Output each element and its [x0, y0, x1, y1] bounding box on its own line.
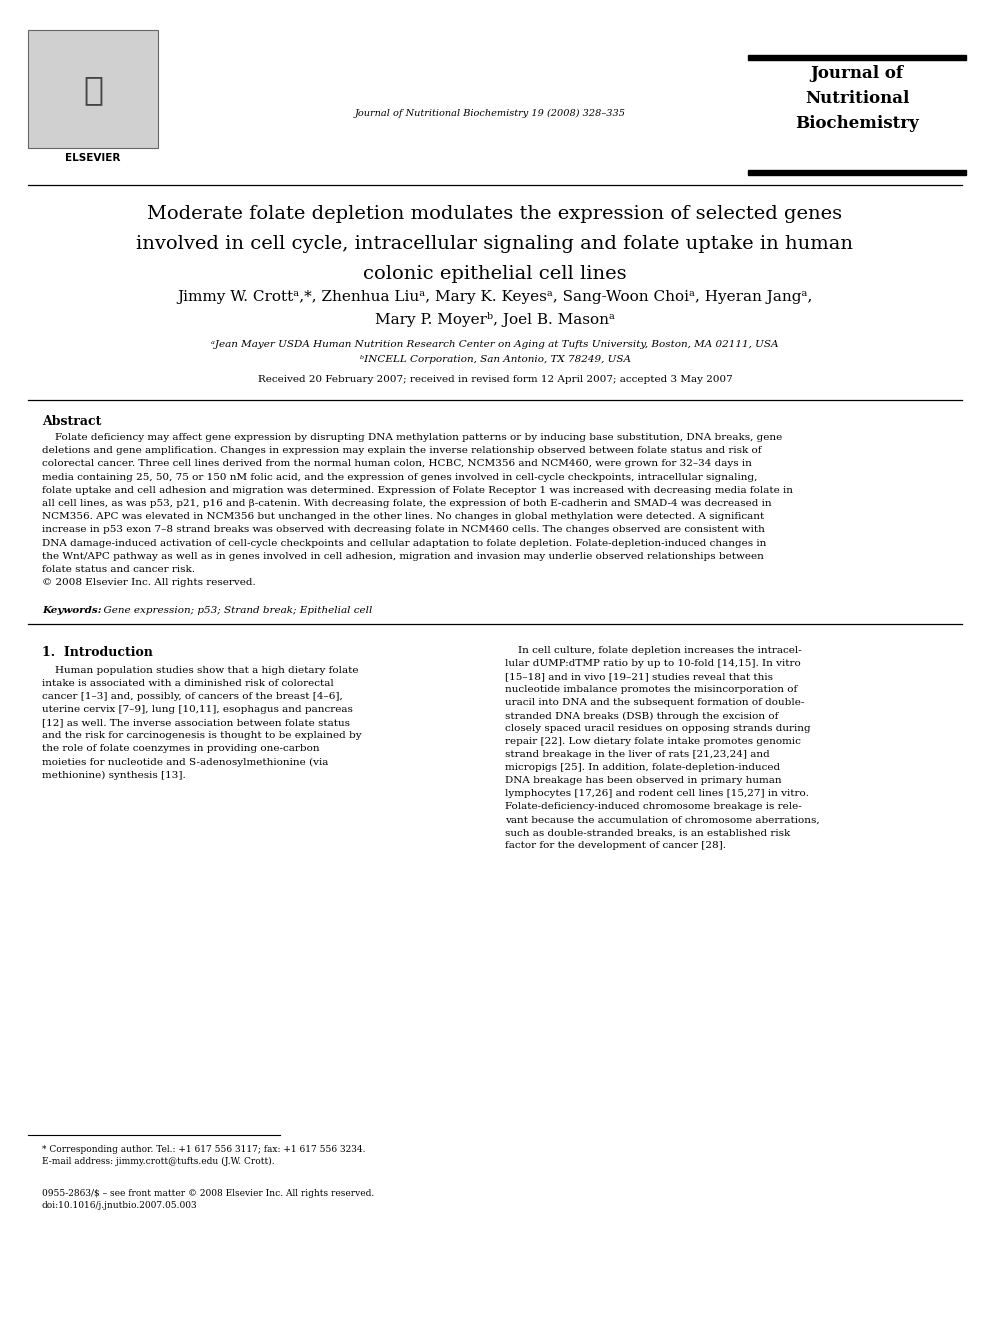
- Text: E-mail address: jimmy.crott@tufts.edu (J.W. Crott).: E-mail address: jimmy.crott@tufts.edu (J…: [42, 1158, 274, 1166]
- Text: Nutritional: Nutritional: [805, 90, 909, 107]
- Text: cancer [1–3] and, possibly, of cancers of the breast [4–6],: cancer [1–3] and, possibly, of cancers o…: [42, 693, 343, 701]
- Text: micropigs [25]. In addition, folate-depletion-induced: micropigs [25]. In addition, folate-depl…: [505, 763, 780, 772]
- Bar: [28, 30, 158, 148]
- Text: doi:10.1016/j.jnutbio.2007.05.003: doi:10.1016/j.jnutbio.2007.05.003: [42, 1201, 198, 1210]
- Text: stranded DNA breaks (DSB) through the excision of: stranded DNA breaks (DSB) through the ex…: [505, 711, 778, 721]
- Text: lular dUMP:dTMP ratio by up to 10-fold [14,15]. In vitro: lular dUMP:dTMP ratio by up to 10-fold […: [505, 660, 801, 668]
- Text: Journal of: Journal of: [811, 65, 904, 82]
- Text: moieties for nucleotide and S-adenosylmethionine (via: moieties for nucleotide and S-adenosylme…: [42, 758, 329, 767]
- Text: uterine cervix [7–9], lung [10,11], esophagus and pancreas: uterine cervix [7–9], lung [10,11], esop…: [42, 705, 352, 714]
- Text: ᵃJean Mayer USDA Human Nutrition Research Center on Aging at Tufts University, B: ᵃJean Mayer USDA Human Nutrition Researc…: [211, 341, 779, 348]
- Text: ᵇINCELL Corporation, San Antonio, TX 78249, USA: ᵇINCELL Corporation, San Antonio, TX 782…: [359, 355, 631, 364]
- Text: In cell culture, folate depletion increases the intracel-: In cell culture, folate depletion increa…: [505, 647, 802, 656]
- Text: © 2008 Elsevier Inc. All rights reserved.: © 2008 Elsevier Inc. All rights reserved…: [42, 578, 255, 587]
- Text: NCM356. APC was elevated in NCM356 but unchanged in the other lines. No changes : NCM356. APC was elevated in NCM356 but u…: [42, 512, 764, 521]
- Text: strand breakage in the liver of rats [21,23,24] and: strand breakage in the liver of rats [21…: [505, 750, 770, 759]
- Text: involved in cell cycle, intracellular signaling and folate uptake in human: involved in cell cycle, intracellular si…: [137, 235, 853, 253]
- Text: Folate-deficiency-induced chromosome breakage is rele-: Folate-deficiency-induced chromosome bre…: [505, 803, 802, 812]
- Text: colonic epithelial cell lines: colonic epithelial cell lines: [363, 265, 627, 282]
- Text: vant because the accumulation of chromosome aberrations,: vant because the accumulation of chromos…: [505, 816, 820, 825]
- Text: Journal of Nutritional Biochemistry 19 (2008) 328–335: Journal of Nutritional Biochemistry 19 (…: [354, 108, 626, 117]
- Text: Jimmy W. Crottᵃ,*, Zhenhua Liuᵃ, Mary K. Keyesᵃ, Sang-Woon Choiᵃ, Hyeran Jangᵃ,: Jimmy W. Crottᵃ,*, Zhenhua Liuᵃ, Mary K.…: [177, 290, 813, 304]
- Text: increase in p53 exon 7–8 strand breaks was observed with decreasing folate in NC: increase in p53 exon 7–8 strand breaks w…: [42, 525, 765, 535]
- Text: 1.  Introduction: 1. Introduction: [42, 647, 152, 660]
- Text: 0955-2863/$ – see front matter © 2008 Elsevier Inc. All rights reserved.: 0955-2863/$ – see front matter © 2008 El…: [42, 1189, 374, 1199]
- Text: uracil into DNA and the subsequent formation of double-: uracil into DNA and the subsequent forma…: [505, 698, 804, 708]
- Text: intake is associated with a diminished risk of colorectal: intake is associated with a diminished r…: [42, 680, 334, 689]
- Text: media containing 25, 50, 75 or 150 nM folic acid, and the expression of genes in: media containing 25, 50, 75 or 150 nM fo…: [42, 473, 757, 482]
- Text: folate status and cancer risk.: folate status and cancer risk.: [42, 565, 195, 574]
- Text: such as double-stranded breaks, is an established risk: such as double-stranded breaks, is an es…: [505, 829, 790, 837]
- Text: * Corresponding author. Tel.: +1 617 556 3117; fax: +1 617 556 3234.: * Corresponding author. Tel.: +1 617 556…: [42, 1144, 365, 1154]
- Text: folate uptake and cell adhesion and migration was determined. Expression of Fola: folate uptake and cell adhesion and migr…: [42, 486, 793, 495]
- Text: lymphocytes [17,26] and rodent cell lines [15,27] in vitro.: lymphocytes [17,26] and rodent cell line…: [505, 789, 809, 799]
- Text: all cell lines, as was p53, p21, p16 and β-catenin. With decreasing folate, the : all cell lines, as was p53, p21, p16 and…: [42, 499, 771, 508]
- Text: Keywords:: Keywords:: [42, 606, 102, 615]
- Text: factor for the development of cancer [28].: factor for the development of cancer [28…: [505, 841, 726, 850]
- Text: Human population studies show that a high dietary folate: Human population studies show that a hig…: [42, 667, 358, 676]
- Text: deletions and gene amplification. Changes in expression may explain the inverse : deletions and gene amplification. Change…: [42, 446, 761, 455]
- Text: Biochemistry: Biochemistry: [795, 115, 919, 132]
- Text: Folate deficiency may affect gene expression by disrupting DNA methylation patte: Folate deficiency may affect gene expres…: [42, 433, 782, 442]
- Text: Gene expression; p53; Strand break; Epithelial cell: Gene expression; p53; Strand break; Epit…: [97, 606, 372, 615]
- Text: Mary P. Moyerᵇ, Joel B. Masonᵃ: Mary P. Moyerᵇ, Joel B. Masonᵃ: [375, 312, 615, 327]
- Text: [15–18] and in vivo [19–21] studies reveal that this: [15–18] and in vivo [19–21] studies reve…: [505, 672, 773, 681]
- Text: [12] as well. The inverse association between folate status: [12] as well. The inverse association be…: [42, 718, 350, 727]
- Bar: [748, 55, 966, 59]
- Text: Received 20 February 2007; received in revised form 12 April 2007; accepted 3 Ma: Received 20 February 2007; received in r…: [257, 375, 733, 384]
- Text: and the risk for carcinogenesis is thought to be explained by: and the risk for carcinogenesis is thoug…: [42, 731, 361, 741]
- Text: closely spaced uracil residues on opposing strands during: closely spaced uracil residues on opposi…: [505, 725, 811, 734]
- Text: DNA breakage has been observed in primary human: DNA breakage has been observed in primar…: [505, 776, 782, 785]
- Text: DNA damage-induced activation of cell-cycle checkpoints and cellular adaptation : DNA damage-induced activation of cell-cy…: [42, 539, 766, 548]
- Text: 🌳: 🌳: [83, 74, 103, 107]
- Text: Moderate folate depletion modulates the expression of selected genes: Moderate folate depletion modulates the …: [148, 205, 842, 223]
- Text: methionine) synthesis [13].: methionine) synthesis [13].: [42, 771, 186, 780]
- Text: the Wnt/APC pathway as well as in genes involved in cell adhesion, migration and: the Wnt/APC pathway as well as in genes …: [42, 552, 764, 561]
- Bar: [748, 170, 966, 176]
- Text: colorectal cancer. Three cell lines derived from the normal human colon, HCBC, N: colorectal cancer. Three cell lines deri…: [42, 459, 751, 469]
- Text: repair [22]. Low dietary folate intake promotes genomic: repair [22]. Low dietary folate intake p…: [505, 738, 801, 746]
- Text: the role of folate coenzymes in providing one-carbon: the role of folate coenzymes in providin…: [42, 744, 320, 754]
- Text: ELSEVIER: ELSEVIER: [65, 153, 121, 162]
- Text: nucleotide imbalance promotes the misincorporation of: nucleotide imbalance promotes the misinc…: [505, 685, 797, 694]
- Text: Abstract: Abstract: [42, 414, 101, 428]
